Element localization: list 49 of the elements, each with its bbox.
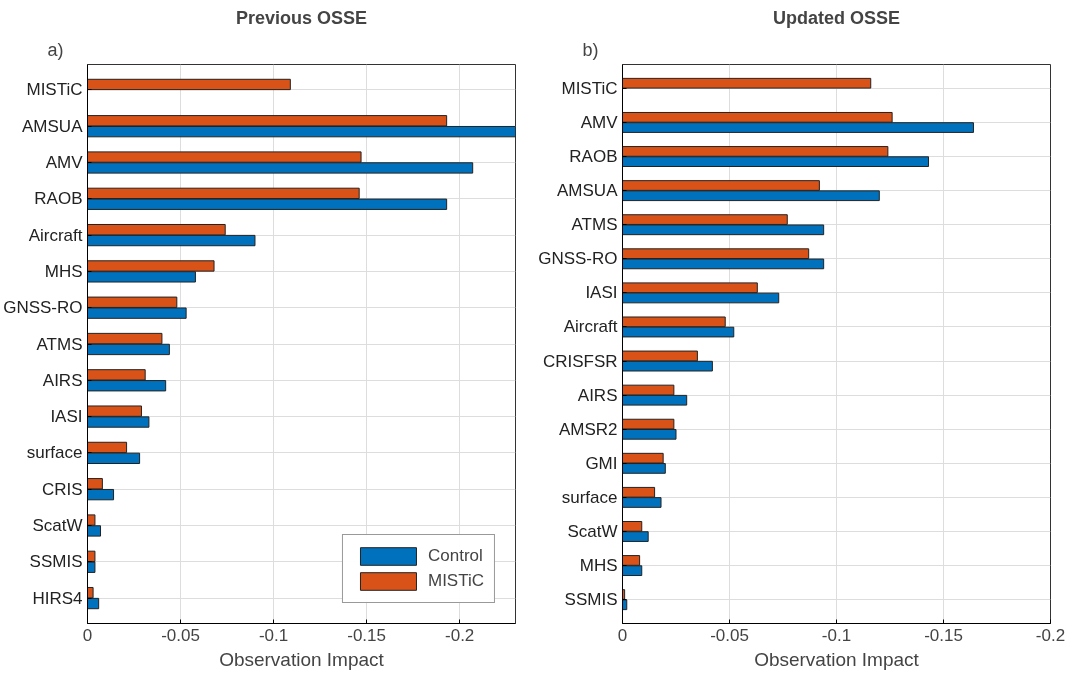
y-tick-label: SSMIS bbox=[564, 590, 618, 610]
y-tick-label: ScatW bbox=[567, 521, 618, 541]
legend-label: Control bbox=[427, 546, 483, 566]
text: b) bbox=[582, 39, 599, 60]
chart-title: Updated OSSE bbox=[772, 7, 901, 28]
text: a) bbox=[47, 39, 64, 60]
y-tick-label: CRISFSR bbox=[542, 351, 618, 371]
x-tick-label: -0.1 bbox=[258, 625, 289, 645]
y-tick-label: MISTiC bbox=[26, 80, 83, 100]
chart-title: Previous OSSE bbox=[235, 7, 368, 28]
y-tick-label: MISTiC bbox=[561, 78, 618, 98]
y-tick-label: GNSS-RO bbox=[3, 298, 83, 318]
x-axis-title: Observation Impact bbox=[754, 648, 920, 670]
y-tick-label: IASI bbox=[50, 407, 83, 427]
y-tick-label: MHS bbox=[579, 556, 618, 576]
y-tick-label: RAOB bbox=[34, 189, 83, 209]
y-tick-label: AMV bbox=[45, 153, 84, 173]
y-tick-label: GMI bbox=[585, 453, 618, 473]
y-tick-label: AMV bbox=[580, 112, 619, 132]
y-tick-label: RAOB bbox=[569, 147, 618, 167]
x-tick-label: 0 bbox=[82, 625, 93, 645]
y-tick-label: AMSR2 bbox=[558, 419, 618, 439]
y-tick-label: GNSS-RO bbox=[538, 249, 618, 269]
y-tick-label: surface bbox=[561, 487, 618, 507]
x-axis-title: Observation Impact bbox=[219, 648, 385, 670]
y-tick-label: AMSUA bbox=[557, 181, 619, 201]
y-tick-label: Aircraft bbox=[563, 317, 618, 337]
y-tick-label: IASI bbox=[585, 283, 618, 303]
y-tick-label: Aircraft bbox=[28, 225, 83, 245]
y-tick-label: MHS bbox=[44, 261, 83, 281]
y-tick-label: surface bbox=[26, 443, 83, 463]
x-tick-label: -0.1 bbox=[821, 625, 852, 645]
x-tick-label: 0 bbox=[617, 625, 628, 645]
x-tick-label: -0.2 bbox=[445, 625, 475, 645]
y-tick-label: SSMIS bbox=[29, 552, 83, 572]
x-tick-label: -0.15 bbox=[924, 625, 963, 645]
y-tick-label: ATMS bbox=[36, 334, 83, 354]
x-tick-label: -0.15 bbox=[347, 625, 387, 645]
y-tick-label: AIRS bbox=[577, 385, 618, 405]
x-tick-label: -0.05 bbox=[710, 625, 749, 645]
y-tick-label: ATMS bbox=[571, 215, 618, 235]
x-tick-label: -0.2 bbox=[1035, 625, 1066, 645]
legend-label: MISTiC bbox=[427, 571, 484, 591]
y-tick-label: AIRS bbox=[42, 370, 83, 390]
y-tick-label: AMSUA bbox=[22, 116, 84, 136]
y-tick-label: ScatW bbox=[32, 515, 83, 535]
y-tick-label: HIRS4 bbox=[32, 588, 83, 608]
x-tick-label: -0.05 bbox=[161, 625, 200, 645]
y-tick-label: CRIS bbox=[41, 479, 83, 499]
